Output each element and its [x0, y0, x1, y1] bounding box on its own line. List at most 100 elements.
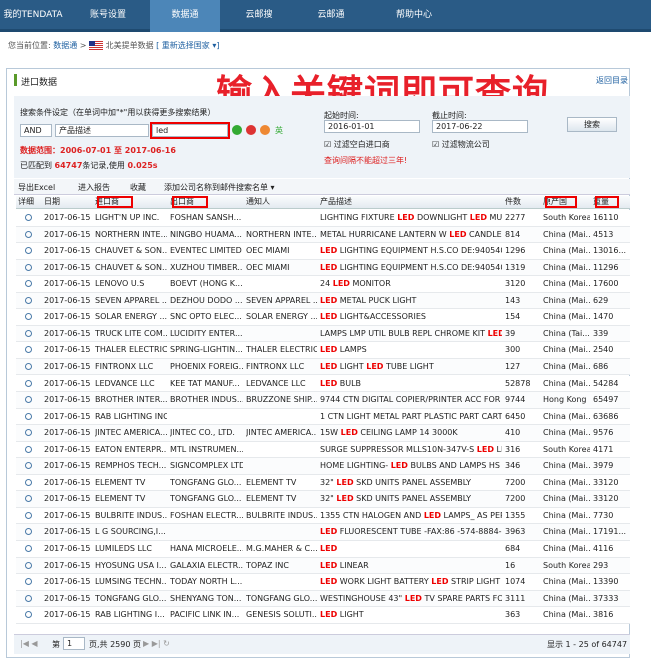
detail-icon[interactable]	[25, 247, 32, 255]
back-link[interactable]: 返回目录	[596, 76, 628, 85]
cell: Hong Kong	[543, 395, 587, 405]
detail-icon[interactable]	[25, 495, 32, 503]
detail-icon[interactable]	[25, 528, 32, 536]
add-icon[interactable]	[232, 125, 242, 135]
detail-icon[interactable]	[25, 561, 32, 569]
nav-item[interactable]: 我的TENDATA	[3, 10, 63, 20]
pager-next[interactable]: ▶ ▶| ↻	[143, 639, 170, 648]
detail-icon[interactable]	[25, 346, 32, 354]
cell: TOPAZ INC	[246, 560, 289, 570]
detail-icon[interactable]	[25, 263, 32, 271]
cell: China (Mai...	[543, 295, 590, 305]
cell: China (Mai...	[543, 345, 590, 355]
toolbar-item[interactable]: 进入报告	[78, 183, 110, 192]
cell: 33120	[593, 494, 619, 504]
column-header[interactable]: 出口商	[170, 197, 194, 206]
detail-icon[interactable]	[25, 445, 32, 453]
nav-item[interactable]: 账号设置	[89, 10, 126, 20]
toolbar-item[interactable]: 添加公司名称到邮件搜索名单 ▾	[164, 183, 275, 192]
cell: FOSHAN SANSH...	[170, 213, 242, 222]
pager-first[interactable]: |◀ ◀	[20, 639, 38, 648]
cell: 65497	[593, 395, 619, 405]
cell: South Korea	[543, 444, 590, 454]
start-date[interactable]: 2016-01-01	[324, 120, 420, 133]
cell: 2017-06-15	[44, 577, 91, 587]
keyword-input[interactable]: led	[150, 122, 230, 139]
cell: JINTEC AMERICA...	[246, 428, 317, 438]
cell: ELEMENT TV	[246, 477, 297, 487]
table-row	[16, 243, 630, 260]
end-date[interactable]: 2017-06-22	[432, 120, 528, 133]
detail-icon[interactable]	[25, 429, 32, 437]
logic-select[interactable]: AND	[20, 124, 52, 137]
detail-icon[interactable]	[25, 280, 32, 288]
cell: 2017-06-15	[44, 262, 91, 272]
flag	[89, 41, 104, 50]
cell: 2017-06-15	[44, 510, 91, 520]
column-header[interactable]: 产品描述	[320, 197, 352, 206]
detail-icon[interactable]	[25, 594, 32, 602]
cell: 13390	[593, 577, 619, 587]
nav-item[interactable]: 数据通	[150, 0, 220, 32]
cell: China (Tai...	[543, 328, 590, 338]
cell: 24 LED MONITOR	[320, 279, 391, 289]
nav-item[interactable]: 云邮通	[317, 10, 345, 20]
column-header[interactable]: 详细	[18, 197, 34, 206]
cell: LENOVO U.S	[95, 279, 145, 289]
detail-icon[interactable]	[25, 462, 32, 470]
column-header[interactable]: 重量	[593, 197, 609, 206]
table-row	[16, 292, 630, 310]
detail-icon[interactable]	[25, 214, 32, 221]
help-icon[interactable]	[260, 125, 270, 135]
cell: LED FLUORESCENT TUBE -FAX:86 -574-8884-5…	[320, 527, 502, 537]
toolbar-item[interactable]: 收藏	[130, 183, 146, 192]
detail-icon[interactable]	[25, 230, 32, 238]
reselect[interactable]: [ 重新选择国家 ▾]	[156, 41, 220, 50]
detail-icon[interactable]	[25, 578, 32, 586]
breadcrumb-link[interactable]: 数据通	[53, 41, 78, 50]
detail-icon[interactable]	[25, 362, 32, 370]
cell: LEDVANCE LLC	[246, 378, 306, 388]
nav-item[interactable]: 帮助中心	[395, 10, 432, 20]
nav-item[interactable]: 云邮搜	[245, 10, 273, 20]
cell: TRUCK LITE COM...	[95, 328, 167, 338]
page-input[interactable]: 1	[63, 637, 85, 650]
column-header[interactable]: 件数	[505, 197, 521, 206]
data-range: 数据范围：2006-07-01 至 2017-06-16	[20, 145, 176, 156]
cell: KEE TAT MANUF...	[170, 378, 240, 388]
search-button[interactable]: 搜索	[567, 117, 617, 132]
cell: 3979	[593, 461, 614, 471]
filter1[interactable]: ☑ 过滤空白进口商	[324, 140, 390, 149]
warning: 查询间隔不能超过三年!	[324, 156, 408, 165]
detail-icon[interactable]	[25, 329, 32, 337]
remove-icon[interactable]	[246, 125, 256, 135]
detail-icon[interactable]	[25, 412, 32, 420]
cell: 2017-06-15	[44, 544, 91, 553]
cell: SNC OPTO ELEC...	[170, 312, 242, 322]
column-header[interactable]: 进口商	[95, 197, 119, 206]
cell: LUMSING TECHN...	[95, 577, 167, 587]
detail-icon[interactable]	[25, 511, 32, 519]
detail-icon[interactable]	[25, 545, 32, 552]
cell: 4513	[593, 229, 614, 239]
toolbar-item[interactable]: 导出Excel	[18, 183, 56, 192]
table-row	[16, 574, 630, 591]
cell: 2540	[593, 345, 614, 355]
lang[interactable]: 英	[275, 126, 283, 135]
filter2[interactable]: ☑ 过滤物流公司	[432, 140, 490, 149]
detail-icon[interactable]	[25, 478, 32, 486]
table-row	[16, 259, 630, 277]
detail-icon[interactable]	[25, 379, 32, 387]
column-header[interactable]: 通知人	[246, 197, 270, 206]
detail-icon[interactable]	[25, 313, 32, 321]
detail-icon[interactable]	[25, 296, 32, 304]
detail-icon[interactable]	[25, 396, 32, 404]
cell: BULBRITE INDUS...	[246, 510, 317, 520]
detail-icon[interactable]	[25, 611, 32, 619]
cell: TONGFANG GLO...	[246, 593, 317, 603]
cell: 2017-06-15	[44, 378, 91, 388]
column-header[interactable]: 原产国	[543, 197, 567, 206]
column-header[interactable]: 日期	[44, 197, 60, 206]
cell: 11296	[593, 262, 619, 272]
field-select[interactable]: 产品描述	[55, 124, 149, 137]
